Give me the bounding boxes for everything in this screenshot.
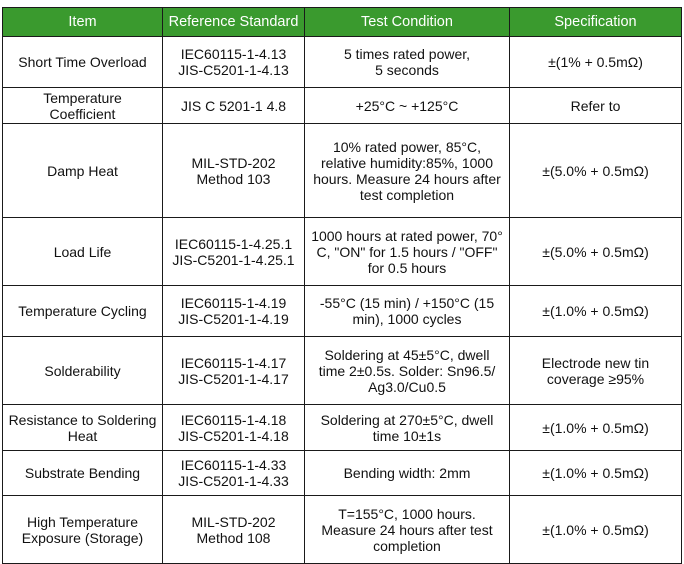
cell-reference: IEC60115-1-4.18 JIS-C5201-1-4.18 (162, 404, 305, 451)
cell-item-text: Substrate Bending (24, 465, 141, 481)
cell-reference-text: MIL-STD-202 Method 103 (191, 154, 276, 187)
cell-reference: IEC60115-1-4.25.1 JIS-C5201-1-4.25.1 (162, 217, 305, 286)
cell-item: Temperature Coefficient (2, 87, 163, 124)
cell-specification: ±(1.0% + 0.5mΩ) (509, 495, 682, 564)
cell-reference: MIL-STD-202 Method 103 (162, 123, 305, 218)
reliability-test-table: Item Reference Standard Test Condition S… (2, 7, 682, 564)
table-header-row: Item Reference Standard Test Condition S… (2, 7, 682, 37)
table-row: Temperature Coefficient JIS C 5201-1 4.8… (2, 87, 682, 124)
cell-item: Damp Heat (2, 123, 163, 218)
cell-item: High Temperature Exposure (Storage) (2, 495, 163, 564)
table-row: Substrate Bending IEC60115-1-4.33 JIS-C5… (2, 450, 682, 496)
cell-specification: Refer to (509, 87, 682, 124)
cell-specification-text: ±(5.0% + 0.5mΩ) (542, 243, 649, 260)
cell-reference: IEC60115-1-4.13 JIS-C5201-1-4.13 (162, 36, 305, 88)
cell-item: Solderability (2, 336, 163, 405)
cell-condition-text: Soldering at 270±5°C, dwell time 10±1s (320, 411, 494, 444)
table-row: Damp Heat MIL-STD-202 Method 103 10% rat… (2, 123, 682, 218)
cell-item-text: Temperature Coefficient (43, 89, 122, 122)
cell-condition: Soldering at 270±5°C, dwell time 10±1s (304, 404, 510, 451)
cell-condition: 10% rated power, 85°C, relative humidity… (304, 123, 510, 218)
cell-condition: 1000 hours at rated power, 70° C, "ON" f… (304, 217, 510, 286)
cell-reference: IEC60115-1-4.33 JIS-C5201-1-4.33 (162, 450, 305, 496)
cell-condition-text: T=155°C, 1000 hours. Measure 24 hours af… (321, 505, 493, 554)
cell-item-text: Temperature Cycling (18, 303, 147, 319)
cell-specification-text: ±(5.0% + 0.5mΩ) (542, 162, 649, 179)
cell-specification-text: ±(1.0% + 0.5mΩ) (542, 521, 649, 538)
cell-specification-text: Electrode new tin coverage ≥95% (541, 354, 650, 387)
cell-condition-text: +25°C ~ +125°C (355, 97, 459, 114)
cell-reference-text: IEC60115-1-4.17 JIS-C5201-1-4.17 (178, 354, 289, 387)
cell-item-text: Short Time Overload (18, 54, 147, 70)
cell-item-text: Load Life (53, 243, 112, 260)
table-row: Resistance to Soldering Heat IEC60115-1-… (2, 404, 682, 451)
table-row: Solderability IEC60115-1-4.17 JIS-C5201-… (2, 336, 682, 405)
cell-reference: MIL-STD-202 Method 108 (162, 495, 305, 564)
table-row: Temperature Cycling IEC60115-1-4.19 JIS-… (2, 285, 682, 337)
cell-condition-text: -55°C (15 min) / +150°C (15 min), 1000 c… (319, 295, 495, 327)
cell-specification: ±(1.0% + 0.5mΩ) (509, 404, 682, 451)
cell-condition: +25°C ~ +125°C (304, 87, 510, 124)
cell-item: Resistance to Soldering Heat (2, 404, 163, 451)
cell-item-text: Damp Heat (47, 162, 118, 179)
cell-item-text: High Temperature Exposure (Storage) (21, 513, 144, 546)
cell-item: Short Time Overload (2, 36, 163, 88)
cell-specification-text: Refer to (570, 97, 621, 114)
cell-specification: ±(5.0% + 0.5mΩ) (509, 217, 682, 286)
cell-condition: T=155°C, 1000 hours. Measure 24 hours af… (304, 495, 510, 564)
cell-reference-text: MIL-STD-202 Method 108 (191, 513, 276, 546)
cell-specification: ±(1% + 0.5mΩ) (509, 36, 682, 88)
table-row: Short Time Overload IEC60115-1-4.13 JIS-… (2, 36, 682, 88)
cell-condition-text: Bending width: 2mm (343, 465, 471, 481)
cell-reference: IEC60115-1-4.17 JIS-C5201-1-4.17 (162, 336, 305, 405)
cell-reference-text: IEC60115-1-4.18 JIS-C5201-1-4.18 (178, 411, 289, 444)
cell-reference-text: IEC60115-1-4.25.1 JIS-C5201-1-4.25.1 (172, 235, 295, 268)
header-specification: Specification (509, 7, 682, 37)
cell-condition: -55°C (15 min) / +150°C (15 min), 1000 c… (304, 285, 510, 337)
cell-specification-text: ±(1% + 0.5mΩ) (548, 54, 643, 70)
cell-item: Temperature Cycling (2, 285, 163, 337)
cell-condition-text: Soldering at 45±5°C, dwell time 2±0.5s. … (318, 346, 496, 395)
cell-specification-text: ±(1.0% + 0.5mΩ) (542, 419, 649, 436)
cell-condition: Bending width: 2mm (304, 450, 510, 496)
cell-specification-text: ±(1.0% + 0.5mΩ) (542, 303, 649, 319)
cell-reference-text: JIS C 5201-1 4.8 (180, 97, 287, 114)
header-item: Item (2, 7, 163, 37)
header-reference-standard: Reference Standard (162, 7, 305, 37)
header-test-condition: Test Condition (304, 7, 510, 37)
cell-specification: ±(5.0% + 0.5mΩ) (509, 123, 682, 218)
cell-specification: Electrode new tin coverage ≥95% (509, 336, 682, 405)
cell-condition: Soldering at 45±5°C, dwell time 2±0.5s. … (304, 336, 510, 405)
cell-condition-text: 1000 hours at rated power, 70° C, "ON" f… (311, 227, 503, 276)
cropped-title-strip (2, 0, 681, 7)
cell-item-text: Resistance to Soldering Heat (8, 411, 157, 444)
cell-reference: IEC60115-1-4.19 JIS-C5201-1-4.19 (162, 285, 305, 337)
cell-specification: ±(1.0% + 0.5mΩ) (509, 450, 682, 496)
cell-reference: JIS C 5201-1 4.8 (162, 87, 305, 124)
cell-specification-text: ±(1.0% + 0.5mΩ) (542, 465, 649, 481)
cell-item: Load Life (2, 217, 163, 286)
cell-reference-text: IEC60115-1-4.13 JIS-C5201-1-4.13 (178, 46, 289, 78)
cell-condition: 5 times rated power, 5 seconds (304, 36, 510, 88)
cell-reference-text: IEC60115-1-4.33 JIS-C5201-1-4.33 (178, 457, 289, 489)
cell-specification: ±(1.0% + 0.5mΩ) (509, 285, 682, 337)
table-row: Load Life IEC60115-1-4.25.1 JIS-C5201-1-… (2, 217, 682, 286)
cell-reference-text: IEC60115-1-4.19 JIS-C5201-1-4.19 (178, 295, 289, 327)
cell-condition-text: 10% rated power, 85°C, relative humidity… (313, 138, 501, 203)
cell-item: Substrate Bending (2, 450, 163, 496)
cell-condition-text: 5 times rated power, 5 seconds (343, 46, 471, 78)
cell-item-text: Solderability (44, 362, 121, 379)
table-row: High Temperature Exposure (Storage) MIL-… (2, 495, 682, 564)
